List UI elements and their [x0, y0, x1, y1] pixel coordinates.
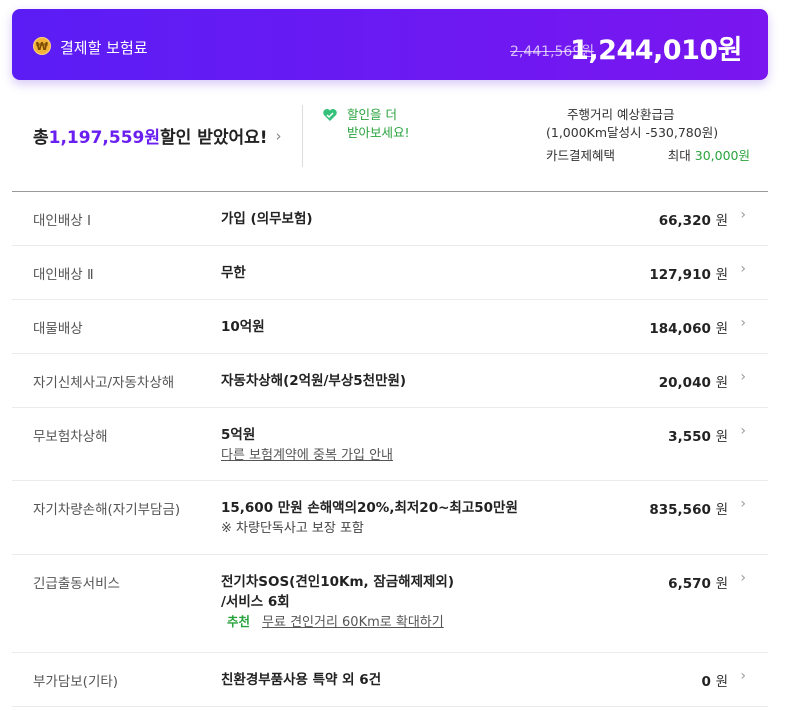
coverage-price: 6,570 원 — [668, 576, 728, 592]
coverage-value: 가입 (의무보험) — [221, 211, 313, 227]
refund-info: 주행거리 예상환급금 (1,000Km달성시 -530,780원) 카드결제혜택… — [546, 106, 750, 165]
coverage-label: 대물배상 — [33, 321, 83, 337]
coverage-value: 무한 — [221, 265, 246, 281]
coverage-value: 전기차SOS(견인10Km, 잠금해제제외) /서비스 6회 추천 무료 견인거리… — [221, 574, 455, 630]
total-premium-banner: ₩ 결제할 보험료 2,441,569원 1,244,010원 — [12, 9, 768, 80]
vertical-divider — [302, 105, 303, 167]
more-discount-line2: 받아보세요! — [347, 125, 410, 140]
card-benefit-label: 카드결제혜택 — [546, 148, 616, 163]
final-price: 1,244,010원 — [570, 35, 742, 66]
chevron-right-icon: › — [740, 261, 746, 277]
coverage-price: 0 원 — [701, 674, 728, 690]
coverage-row[interactable]: 대인배상 Ⅱ 무한 127,910 원 › — [12, 246, 768, 300]
card-benefit-value: 최대 30,000원 — [667, 148, 750, 163]
card-benefit: 카드결제혜택 최대 30,000원 — [546, 147, 750, 165]
coverage-row[interactable]: 부가담보(기타) 친환경부품사용 특약 외 6건 0 원 › — [12, 653, 768, 707]
banner-title: 결제할 보험료 — [60, 39, 148, 57]
more-discount-link[interactable]: 할인을 더 받아보세요! — [347, 106, 410, 142]
coverage-list: 대인배상 Ⅰ 가입 (의무보험) 66,320 원 › 대인배상 Ⅱ 무한 12… — [12, 192, 768, 707]
coverage-label: 자기신체사고/자동차상해 — [33, 375, 175, 391]
coverage-row[interactable]: 긴급출동서비스 전기차SOS(견인10Km, 잠금해제제외) /서비스 6회 추… — [12, 555, 768, 653]
coverage-value: 친환경부품사용 특약 외 6건 — [221, 672, 382, 688]
coverage-label: 부가담보(기타) — [33, 674, 119, 690]
refund-title: 주행거리 예상환급금 — [567, 107, 675, 122]
coverage-price: 3,550 원 — [668, 429, 728, 445]
discount-amount: 1,197,559원 — [48, 128, 160, 148]
coverage-row[interactable]: 자기차량손해(자기부담금) 15,600 만원 손해액의20%,최저20~최고5… — [12, 481, 768, 555]
coverage-value: 15,600 만원 손해액의20%,최저20~최고50만원 ※ 차량단독사고 보… — [221, 500, 518, 536]
tow-upgrade-link[interactable]: 무료 견인거리 60Km로 확대하기 — [262, 615, 444, 630]
more-discount-line1: 할인을 더 — [347, 107, 397, 122]
coverage-price: 835,560 원 — [649, 502, 728, 518]
won-coin-icon: ₩ — [33, 37, 51, 55]
coverage-label: 무보험차상해 — [33, 429, 108, 445]
chevron-right-icon: › — [740, 423, 746, 439]
section-divider — [12, 191, 768, 192]
heart-icon — [323, 109, 337, 121]
chevron-right-icon: › — [740, 315, 746, 331]
coverage-value: 10억원 — [221, 319, 265, 335]
original-price: 2,441,569원 — [510, 44, 595, 60]
coverage-price: 20,040 원 — [658, 375, 728, 391]
coverage-row[interactable]: 무보험차상해 5억원 다른 보험계약에 중복 가입 안내 3,550 원 › — [12, 408, 768, 481]
coverage-price: 66,320 원 — [658, 213, 728, 229]
discount-summary-link[interactable]: 총 1,197,559원 할인 받았어요! › — [33, 123, 282, 149]
coverage-note: ※ 차량단독사고 보장 포함 — [221, 521, 364, 536]
coverage-price: 127,910 원 — [649, 267, 728, 283]
discount-prefix: 총 — [33, 128, 49, 148]
coverage-row[interactable]: 대인배상 Ⅰ 가입 (의무보험) 66,320 원 › — [12, 192, 768, 246]
coverage-label: 긴급출동서비스 — [33, 576, 120, 592]
coverage-label: 대인배상 Ⅰ — [33, 213, 91, 229]
discount-suffix: 할인 받았어요! — [160, 128, 268, 148]
refund-detail: (1,000Km달성시 -530,780원) — [546, 125, 719, 140]
coverage-value: 5억원 다른 보험계약에 중복 가입 안내 — [221, 427, 394, 463]
coverage-row[interactable]: 자기신체사고/자동차상해 자동차상해(2억원/부상5천만원) 20,040 원 … — [12, 354, 768, 408]
coverage-price: 184,060 원 — [649, 321, 728, 337]
chevron-right-icon: › — [740, 207, 746, 223]
chevron-right-icon: › — [740, 570, 746, 586]
chevron-right-icon: › — [740, 496, 746, 512]
recommend-badge: 추천 — [227, 614, 251, 629]
coverage-label: 자기차량손해(자기부담금) — [33, 502, 181, 518]
chevron-right-icon: › — [275, 126, 282, 145]
coverage-value: 자동차상해(2억원/부상5천만원) — [221, 373, 407, 389]
chevron-right-icon: › — [740, 369, 746, 385]
coverage-label: 대인배상 Ⅱ — [33, 267, 94, 283]
duplicate-coverage-link[interactable]: 다른 보험계약에 중복 가입 안내 — [221, 448, 394, 463]
coverage-row[interactable]: 대물배상 10억원 184,060 원 › — [12, 300, 768, 354]
chevron-right-icon: › — [740, 668, 746, 684]
